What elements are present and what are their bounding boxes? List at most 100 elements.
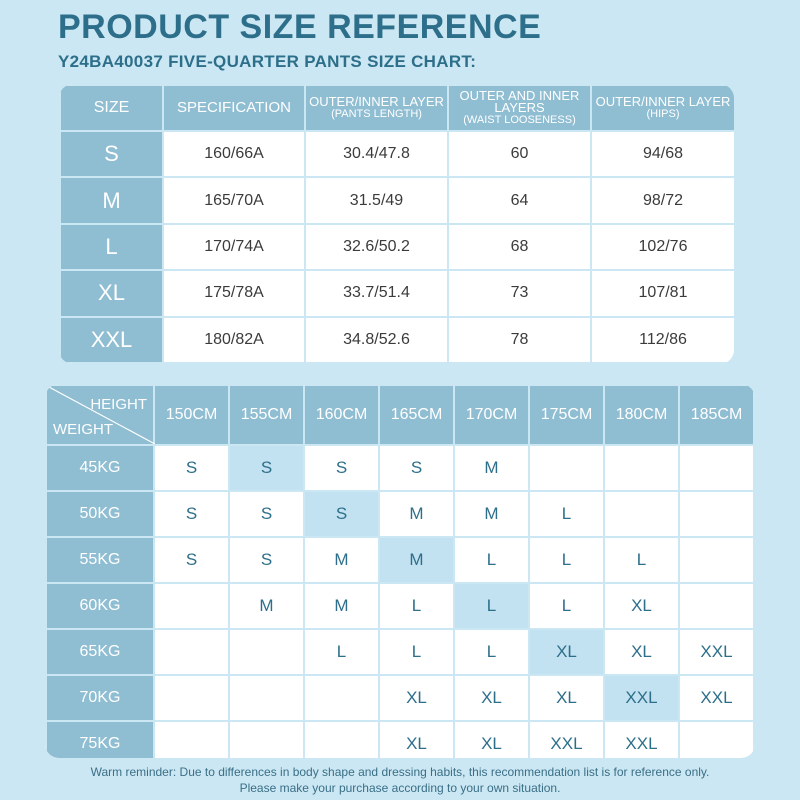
header-specification: SPECIFICATION (162, 84, 306, 132)
page-subtitle: Y24BA40037 FIVE-QUARTER PANTS SIZE CHART… (58, 52, 477, 71)
weight-row: 65KG L L L XL XL XXL (45, 628, 755, 676)
weight-label: 75KG (45, 720, 155, 758)
recommended-size-cell (228, 628, 305, 676)
recommended-size-cell: XXL (678, 628, 755, 676)
size-table-cell: 180/82A (162, 315, 306, 364)
weight-axis-label: WEIGHT (53, 421, 113, 438)
recommended-size-cell: XL (378, 674, 455, 722)
recommended-size-cell-highlighted: S (228, 444, 305, 492)
recommended-size-cell: L (378, 582, 455, 630)
size-label: XL (59, 269, 164, 318)
size-table-cell: 33.7/51.4 (304, 269, 449, 318)
size-table-cell: 68 (447, 222, 592, 272)
size-table-cell: 60 (447, 129, 592, 179)
recommended-size-cell: S (153, 490, 230, 538)
recommended-size-cell: XXL (678, 674, 755, 722)
weight-label: 65KG (45, 628, 155, 676)
recommended-size-cell (153, 628, 230, 676)
weight-row: 70KG XL XL XL XXL XXL (45, 674, 755, 722)
height-axis-label: HEIGHT (90, 396, 147, 413)
recommended-size-cell (678, 490, 755, 538)
recommended-size-cell: L (453, 628, 530, 676)
size-table-cell: 64 (447, 176, 592, 225)
size-table-row: S 160/66A 30.4/47.8 60 94/68 (59, 129, 734, 179)
recommended-size-cell-highlighted: S (303, 490, 380, 538)
height-column-header: 165CM (378, 384, 455, 446)
size-table-cell: 34.8/52.6 (304, 315, 449, 364)
recommended-size-cell: M (228, 582, 305, 630)
recommended-size-cell: M (303, 582, 380, 630)
size-table-row: XL 175/78A 33.7/51.4 73 107/81 (59, 269, 734, 318)
size-table-cell: 30.4/47.8 (304, 129, 449, 179)
height-header-row: HEIGHT WEIGHT 150CM 155CM 160CM 165CM 170CM 1… (45, 384, 755, 446)
size-table-header-row: SIZE SPECIFICATION OUTER/INNER LAYER (PA… (59, 84, 734, 132)
height-column-header: 170CM (453, 384, 530, 446)
size-label: L (59, 222, 164, 272)
recommended-size-cell: S (378, 444, 455, 492)
size-table-row: XXL 180/82A 34.8/52.6 78 112/86 (59, 315, 734, 364)
recommended-size-cell-highlighted: L (453, 582, 530, 630)
weight-row: 45KG S S S S M (45, 444, 755, 492)
header-size: SIZE (59, 84, 164, 132)
recommended-size-cell (228, 720, 305, 758)
weight-label: 70KG (45, 674, 155, 722)
weight-row: 60KG M M L L L XL (45, 582, 755, 630)
table-corner-cell: HEIGHT WEIGHT (45, 384, 155, 446)
height-column-header: 150CM (153, 384, 230, 446)
recommended-size-cell: XXL (528, 720, 605, 758)
size-label: M (59, 176, 164, 225)
recommended-size-cell: L (528, 490, 605, 538)
recommended-size-cell: XL (453, 720, 530, 758)
page-title: PRODUCT SIZE REFERENCE (58, 8, 542, 46)
recommended-size-cell (303, 720, 380, 758)
recommended-size-cell: M (453, 490, 530, 538)
weight-label: 45KG (45, 444, 155, 492)
header-hips: OUTER/INNER LAYER (HIPS) (590, 84, 734, 132)
recommended-size-cell: S (303, 444, 380, 492)
recommended-size-cell: S (153, 536, 230, 584)
size-table-cell: 94/68 (590, 129, 734, 179)
size-table-row: M 165/70A 31.5/49 64 98/72 (59, 176, 734, 225)
recommended-size-cell: L (528, 582, 605, 630)
recommended-size-cell (153, 674, 230, 722)
size-table-cell: 165/70A (162, 176, 306, 225)
recommended-size-cell: M (378, 490, 455, 538)
recommended-size-cell: XL (603, 582, 680, 630)
size-recommendation-table: HEIGHT WEIGHT 150CM 155CM 160CM 165CM 170CM 1… (45, 384, 755, 758)
recommended-size-cell-highlighted: M (378, 536, 455, 584)
recommended-size-cell: M (303, 536, 380, 584)
height-column-header: 185CM (678, 384, 755, 446)
recommended-size-cell: XL (378, 720, 455, 758)
size-specification-table: SIZE SPECIFICATION OUTER/INNER LAYER (PA… (59, 84, 734, 364)
size-table-cell: 31.5/49 (304, 176, 449, 225)
recommended-size-cell: L (453, 536, 530, 584)
weight-row: 55KG S S M M L L L (45, 536, 755, 584)
height-column-header: 155CM (228, 384, 305, 446)
size-table-row: L 170/74A 32.6/50.2 68 102/76 (59, 222, 734, 272)
recommended-size-cell (153, 720, 230, 758)
size-table-cell: 32.6/50.2 (304, 222, 449, 272)
size-table-cell: 175/78A (162, 269, 306, 318)
reminder-line-1: Warm reminder: Due to differences in bod… (90, 765, 710, 779)
recommended-size-cell: S (228, 536, 305, 584)
height-column-header: 180CM (603, 384, 680, 446)
height-column-header: 160CM (303, 384, 380, 446)
recommended-size-cell: XXL (603, 720, 680, 758)
recommended-size-cell (228, 674, 305, 722)
warm-reminder: Warm reminder: Due to differences in bod… (0, 764, 800, 796)
size-table-cell: 78 (447, 315, 592, 364)
recommended-size-cell-highlighted: XL (528, 628, 605, 676)
recommended-size-cell: S (153, 444, 230, 492)
recommended-size-cell (678, 536, 755, 584)
weight-label: 50KG (45, 490, 155, 538)
recommended-size-cell: L (603, 536, 680, 584)
weight-row: 50KG S S S M M L (45, 490, 755, 538)
size-table-cell: 160/66A (162, 129, 306, 179)
height-column-header: 175CM (528, 384, 605, 446)
diagonal-divider (47, 386, 155, 444)
size-table-cell: 170/74A (162, 222, 306, 272)
recommended-size-cell (603, 490, 680, 538)
recommended-size-cell (603, 444, 680, 492)
recommended-size-cell (528, 444, 605, 492)
recommended-size-cell-highlighted: XXL (603, 674, 680, 722)
